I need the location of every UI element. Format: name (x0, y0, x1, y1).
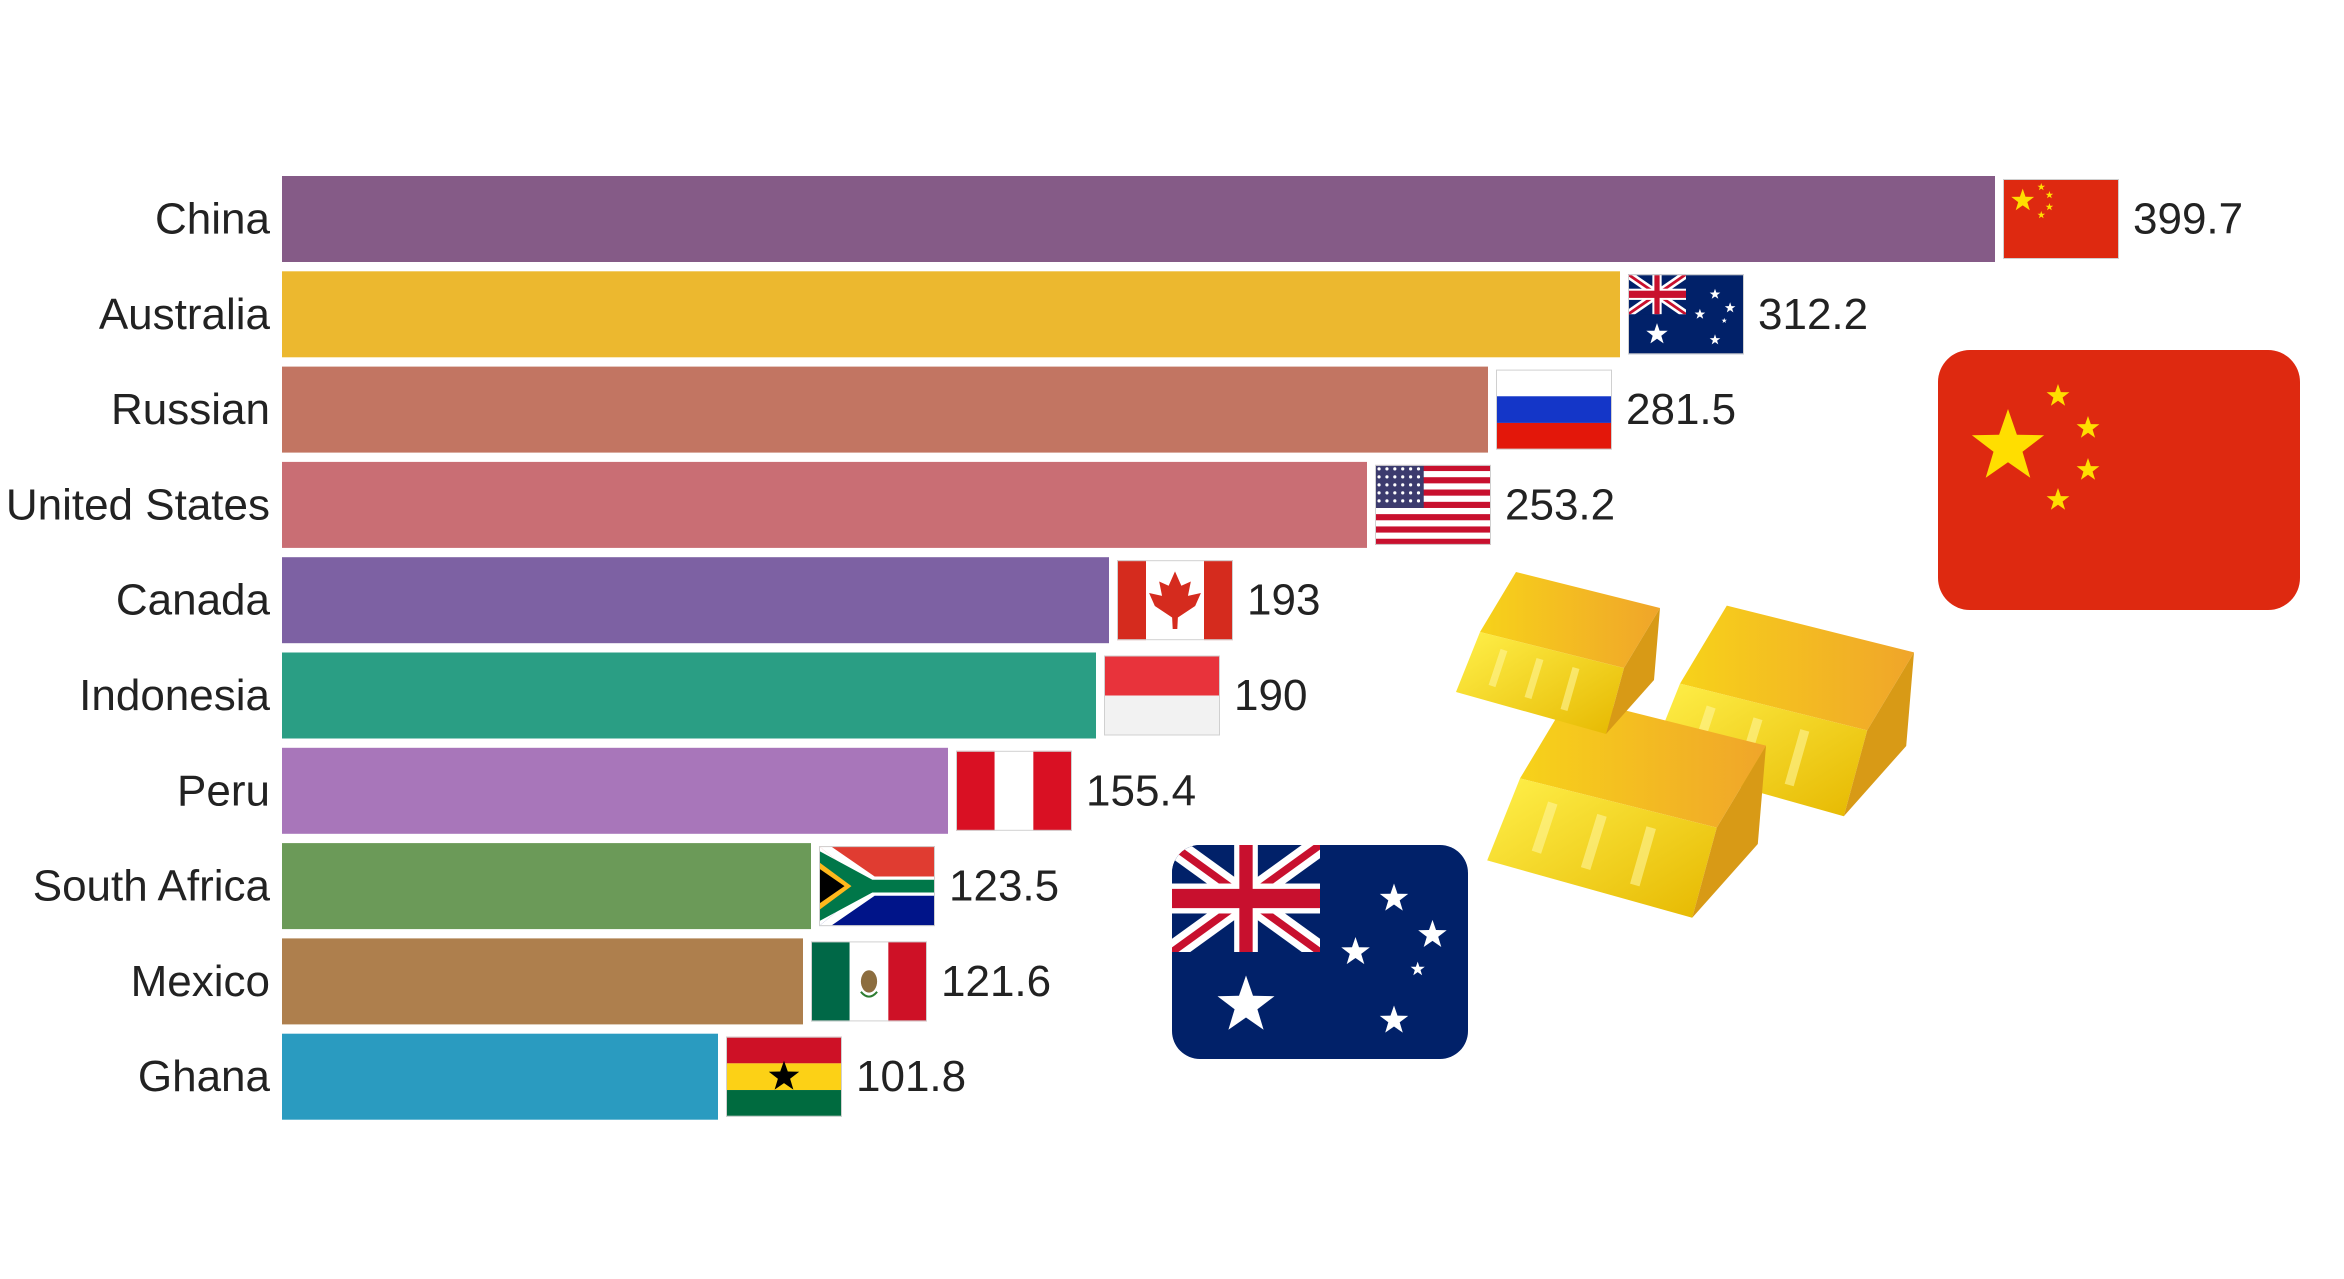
category-label: United States (6, 480, 270, 529)
south-africa-flag-icon (819, 846, 935, 927)
value-label: 155.4 (1086, 766, 1196, 815)
value-label: 399.7 (2133, 195, 2243, 244)
category-label: Canada (116, 576, 271, 625)
bar (282, 176, 1995, 262)
value-label: 121.6 (941, 957, 1051, 1006)
category-label: South Africa (33, 862, 271, 911)
bar-row: United States 253.2 (6, 461, 1615, 548)
bar (282, 366, 1488, 453)
category-label: China (155, 195, 270, 244)
value-label: 101.8 (856, 1052, 966, 1101)
value-label: 193 (1247, 576, 1320, 625)
bar (282, 557, 1109, 644)
category-label: Ghana (138, 1052, 271, 1101)
russia-flag-icon (1496, 369, 1612, 450)
value-label: 253.2 (1505, 480, 1615, 529)
peru-flag-icon (956, 750, 1072, 831)
bar (282, 271, 1620, 358)
bar-row: China 399.7 (155, 176, 2243, 262)
bar (282, 461, 1367, 548)
bar (282, 938, 803, 1025)
value-label: 123.5 (949, 862, 1059, 911)
bar-row: Ghana 101.8 (138, 1033, 966, 1120)
bar (282, 843, 811, 930)
bar-row: Australia 312.2 (99, 271, 1868, 358)
usa-flag-icon (1375, 464, 1491, 545)
bar-row: Peru 155.4 (177, 747, 1196, 834)
mexico-flag-icon (811, 941, 927, 1022)
bar (282, 1033, 718, 1120)
bar-row: South Africa 123.5 (33, 843, 1059, 930)
category-label: Mexico (131, 957, 270, 1006)
indonesia-flag-icon (1104, 655, 1220, 736)
china-flag-icon (1938, 350, 2300, 610)
china-flag-icon (2003, 179, 2119, 259)
bar-row: Mexico 121.6 (131, 938, 1051, 1025)
australia-flag-icon (1172, 845, 1468, 1059)
bar (282, 747, 948, 834)
category-label: Australia (99, 290, 271, 339)
bar-row: Russian 281.5 (111, 366, 1736, 453)
category-label: Indonesia (79, 671, 270, 720)
category-label: Russian (111, 385, 270, 434)
category-label: Peru (177, 766, 270, 815)
australia-flag-icon (1628, 274, 1744, 355)
value-label: 281.5 (1626, 385, 1736, 434)
gold-bars-icon (1456, 572, 1914, 918)
canada-flag-icon (1117, 560, 1233, 641)
bar (282, 652, 1096, 739)
ghana-flag-icon (726, 1036, 842, 1117)
bar-row: Canada 193 (116, 557, 1320, 644)
bar-row: Indonesia 190 (79, 652, 1307, 739)
value-label: 190 (1234, 671, 1307, 720)
value-label: 312.2 (1758, 290, 1868, 339)
